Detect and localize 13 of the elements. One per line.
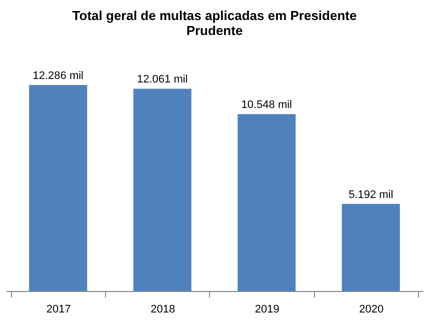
bar bbox=[238, 114, 296, 291]
data-label: 12.061 mil bbox=[136, 74, 188, 86]
bar bbox=[342, 204, 400, 291]
x-tick-label: 2020 bbox=[359, 304, 384, 316]
x-tick-label: 2018 bbox=[150, 304, 176, 316]
x-tick-label: 2017 bbox=[46, 304, 71, 316]
data-label: 12.286 mil bbox=[32, 70, 84, 82]
data-label: 5.192 mil bbox=[348, 188, 394, 201]
chart-title: Total geral de multas aplicadas em Presidente Prudente bbox=[72, 8, 357, 38]
data-label: 10.548 mil bbox=[241, 99, 292, 112]
bar bbox=[133, 88, 192, 291]
bar bbox=[29, 84, 88, 291]
x-tick-label: 2019 bbox=[254, 304, 280, 316]
